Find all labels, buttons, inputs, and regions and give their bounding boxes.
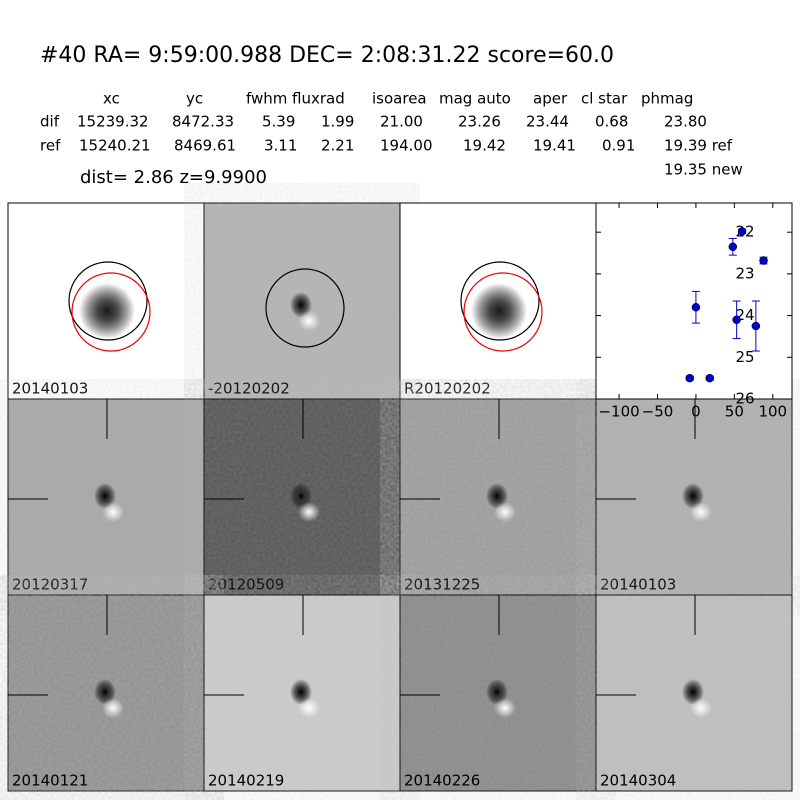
table-cell: 3.11: [264, 137, 297, 155]
panel: 20140219: [203, 594, 401, 792]
x-tick-label: −100: [598, 403, 639, 421]
point: [691, 303, 701, 312]
column-header: fluxrad: [292, 90, 345, 108]
panel-label: 20140103: [600, 576, 676, 594]
panel: 20140304: [595, 594, 793, 792]
table-cell: 21.00: [380, 113, 423, 131]
extra-mag: 19.35 new: [664, 161, 743, 179]
panel-label: 20140219: [208, 772, 284, 790]
new-circle: [71, 272, 151, 352]
x-tick-label: 50: [725, 403, 744, 421]
x-tick-label: 0: [691, 403, 701, 421]
table-cell: 19.42: [463, 137, 506, 155]
residual-light: [298, 698, 320, 718]
panel-label: 20140226: [404, 772, 480, 790]
table-cell: 23.26: [458, 113, 501, 131]
panels: 20140103 -20120202 R20120202 20120317 201205…: [7, 202, 793, 792]
panel: 20140103: [595, 398, 793, 596]
point: [685, 373, 695, 383]
panel: 20131225: [399, 398, 597, 596]
residual-light: [494, 502, 516, 522]
x-tick-label: −50: [642, 403, 674, 421]
y-tick-label: 25: [735, 348, 754, 366]
point: [728, 242, 738, 252]
ref-circle: [68, 261, 148, 341]
residual-light: [298, 502, 320, 522]
residual-light: [690, 502, 712, 522]
point: [732, 315, 741, 325]
residual-light: [102, 698, 124, 718]
table-cell: 23.44: [526, 113, 569, 131]
y-tick-label: 26: [735, 390, 754, 408]
table-cell: 19.41: [533, 137, 576, 155]
table-cell: 1.99: [321, 113, 354, 131]
table-cell: 5.39: [262, 113, 295, 131]
residual-light: [102, 502, 124, 522]
star: [471, 283, 527, 339]
panel-label: 20131225: [404, 576, 480, 594]
panel: 20120317: [7, 398, 205, 596]
x-tick-label: 100: [758, 403, 787, 421]
panel-label: 20140103: [12, 380, 88, 398]
residual-light: [494, 698, 516, 718]
column-header: phmag: [641, 90, 693, 108]
dist-line: dist= 2.86 z=9.9900: [80, 167, 267, 188]
table-cell: 19.39 ref: [664, 137, 733, 155]
y-tick-label: 23: [735, 264, 754, 282]
point: [705, 373, 715, 383]
column-header: isoarea: [372, 90, 427, 108]
panel-label: 20140304: [600, 772, 676, 790]
residual-light: [298, 311, 320, 331]
ref-circle: [265, 268, 345, 348]
column-header: mag auto: [439, 90, 511, 108]
table-cell: 8469.61: [174, 137, 236, 155]
row-label: dif: [40, 113, 60, 131]
star: [79, 283, 135, 339]
title: #40 RA= 9:59:00.988 DEC= 2:08:31.22 scor…: [40, 43, 614, 68]
point: [759, 256, 768, 265]
column-header: aper: [533, 90, 568, 108]
panel: 20140121: [7, 594, 205, 792]
point: [737, 227, 747, 236]
residual-light: [690, 698, 712, 718]
table-cell: 194.00: [380, 137, 433, 155]
column-header: yc: [186, 90, 203, 108]
column-header: fwhm: [246, 90, 287, 108]
new-circle: [463, 272, 543, 352]
point: [751, 321, 761, 331]
ref-circle: [460, 261, 540, 341]
panel: -20120202: [203, 202, 401, 400]
table-cell: 0.68: [595, 113, 628, 131]
table-cell: 23.80: [664, 113, 707, 131]
table-cell: 0.91: [602, 137, 635, 155]
panel: 20140226: [399, 594, 597, 792]
row-label: ref: [40, 137, 61, 155]
panel: R20120202: [399, 202, 597, 400]
panel-label: 20140121: [12, 772, 88, 790]
table-cell: 2.21: [321, 137, 354, 155]
plot-area: [595, 202, 793, 400]
panel-label: R20120202: [404, 380, 491, 398]
panel-label: -20120202: [208, 380, 290, 398]
table-cell: 15239.32: [77, 113, 149, 131]
panel: 20140103: [7, 202, 205, 400]
table-cell: 15240.21: [79, 137, 151, 155]
panel-label: 20120317: [12, 576, 88, 594]
table-cell: 8472.33: [172, 113, 234, 131]
panel: 20120509: [203, 398, 401, 596]
column-header: cl star: [581, 90, 628, 108]
panel-label: 20120509: [208, 576, 284, 594]
column-header: xc: [103, 90, 120, 108]
